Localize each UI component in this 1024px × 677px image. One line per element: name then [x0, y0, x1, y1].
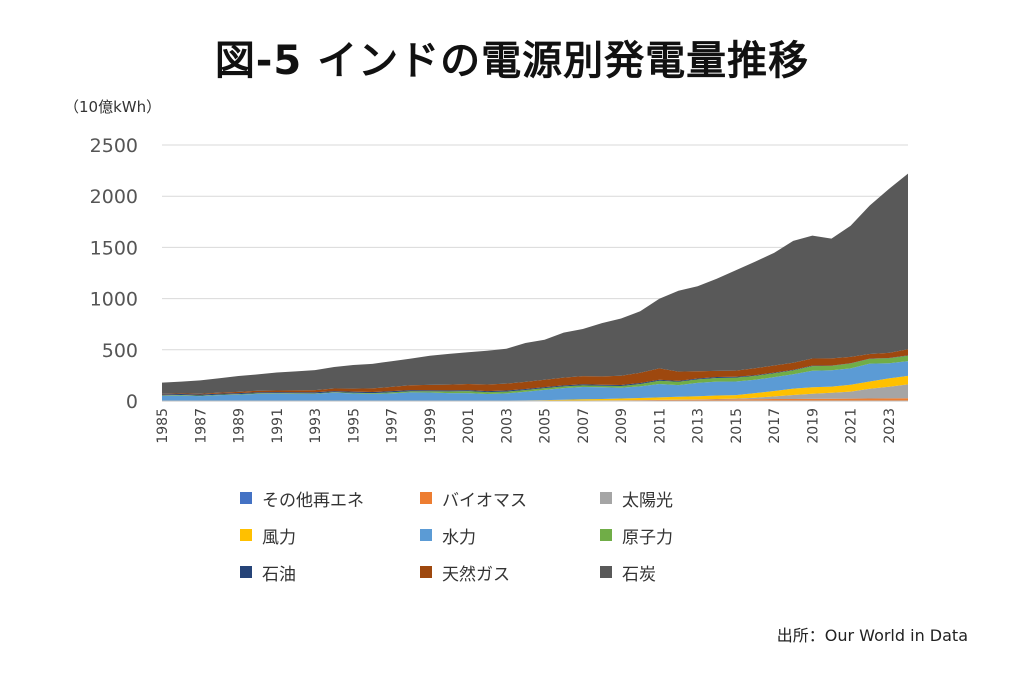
area-series — [162, 173, 908, 401]
x-tick-label: 2001 — [461, 408, 477, 444]
legend-label: バイオマス — [442, 490, 527, 511]
x-tick-label: 1985 — [155, 408, 171, 444]
legend-item: 水力 — [420, 525, 600, 548]
x-tick-label: 2017 — [767, 408, 783, 444]
legend-swatch — [600, 492, 612, 504]
legend-item: 太陽光 — [600, 488, 760, 511]
legend-label: 太陽光 — [622, 490, 673, 511]
legend-swatch — [420, 492, 432, 504]
x-tick-label: 2023 — [882, 408, 898, 444]
legend-label: 原子力 — [622, 527, 673, 548]
legend-swatch — [240, 492, 252, 504]
x-tick-label: 1989 — [232, 408, 248, 444]
x-tick-label: 1991 — [270, 408, 286, 444]
legend-swatch — [240, 566, 252, 578]
x-tick-label: 1993 — [308, 408, 324, 444]
y-tick-label: 2500 — [90, 135, 138, 157]
area-series-石炭 — [162, 173, 908, 394]
x-tick-label: 2003 — [499, 408, 515, 444]
area-series-原子力 — [162, 355, 908, 397]
legend-item: 石炭 — [600, 562, 760, 585]
legend-label: その他再エネ — [262, 490, 364, 511]
y-tick-label: 2000 — [90, 186, 138, 208]
legend-swatch — [420, 529, 432, 541]
area-series-バイオマス — [162, 398, 908, 401]
legend-item: 原子力 — [600, 525, 760, 548]
x-tick-label: 2011 — [652, 408, 668, 444]
legend-item: その他再エネ — [240, 488, 420, 511]
x-tick-label: 2009 — [614, 408, 630, 444]
x-tick-label: 1995 — [346, 408, 362, 444]
legend-item: 天然ガス — [420, 562, 600, 585]
y-tick-label: 0 — [126, 391, 138, 413]
axes: 0 500 1000 1500 2000 2500 1985 1987 1989 1991 1993… — [90, 135, 908, 444]
legend-label: 石油 — [262, 564, 296, 585]
chart-title: 図-5 インドの電源別発電量推移 — [214, 38, 810, 84]
x-tick-label: 2005 — [538, 408, 554, 444]
legend-item: バイオマス — [420, 488, 600, 511]
legend-item: 風力 — [240, 525, 420, 548]
chart-legend: その他再エネ バイオマス 太陽光風力 水力 原子力石油 天然ガス 石炭 — [240, 488, 760, 585]
area-series-天然ガス — [162, 349, 908, 395]
legend-label: 風力 — [262, 527, 296, 548]
legend-swatch — [600, 566, 612, 578]
y-axis-unit-label: （10億kWh） — [64, 98, 162, 116]
legend-swatch — [420, 566, 432, 578]
legend-swatch — [600, 529, 612, 541]
y-tick-label: 500 — [102, 340, 138, 362]
legend-swatch — [240, 529, 252, 541]
x-tick-label: 1999 — [423, 408, 439, 444]
y-tick-label: 1000 — [90, 289, 138, 311]
x-tick-label: 1987 — [193, 408, 209, 444]
y-tick-label: 1500 — [90, 237, 138, 259]
legend-label: 天然ガス — [442, 564, 510, 585]
x-tick-label: 2013 — [691, 408, 707, 444]
legend-item: 石油 — [240, 562, 420, 585]
x-tick-label: 1997 — [385, 408, 401, 444]
legend-label: 水力 — [442, 527, 476, 548]
x-tick-label: 2007 — [576, 408, 592, 444]
area-series-水力 — [162, 361, 908, 401]
x-tick-label: 2021 — [844, 408, 860, 444]
x-tick-label: 2015 — [729, 408, 745, 444]
x-tick-label: 2019 — [805, 408, 821, 444]
legend-label: 石炭 — [622, 564, 656, 585]
source-note: 出所：Our World in Data — [776, 626, 968, 645]
